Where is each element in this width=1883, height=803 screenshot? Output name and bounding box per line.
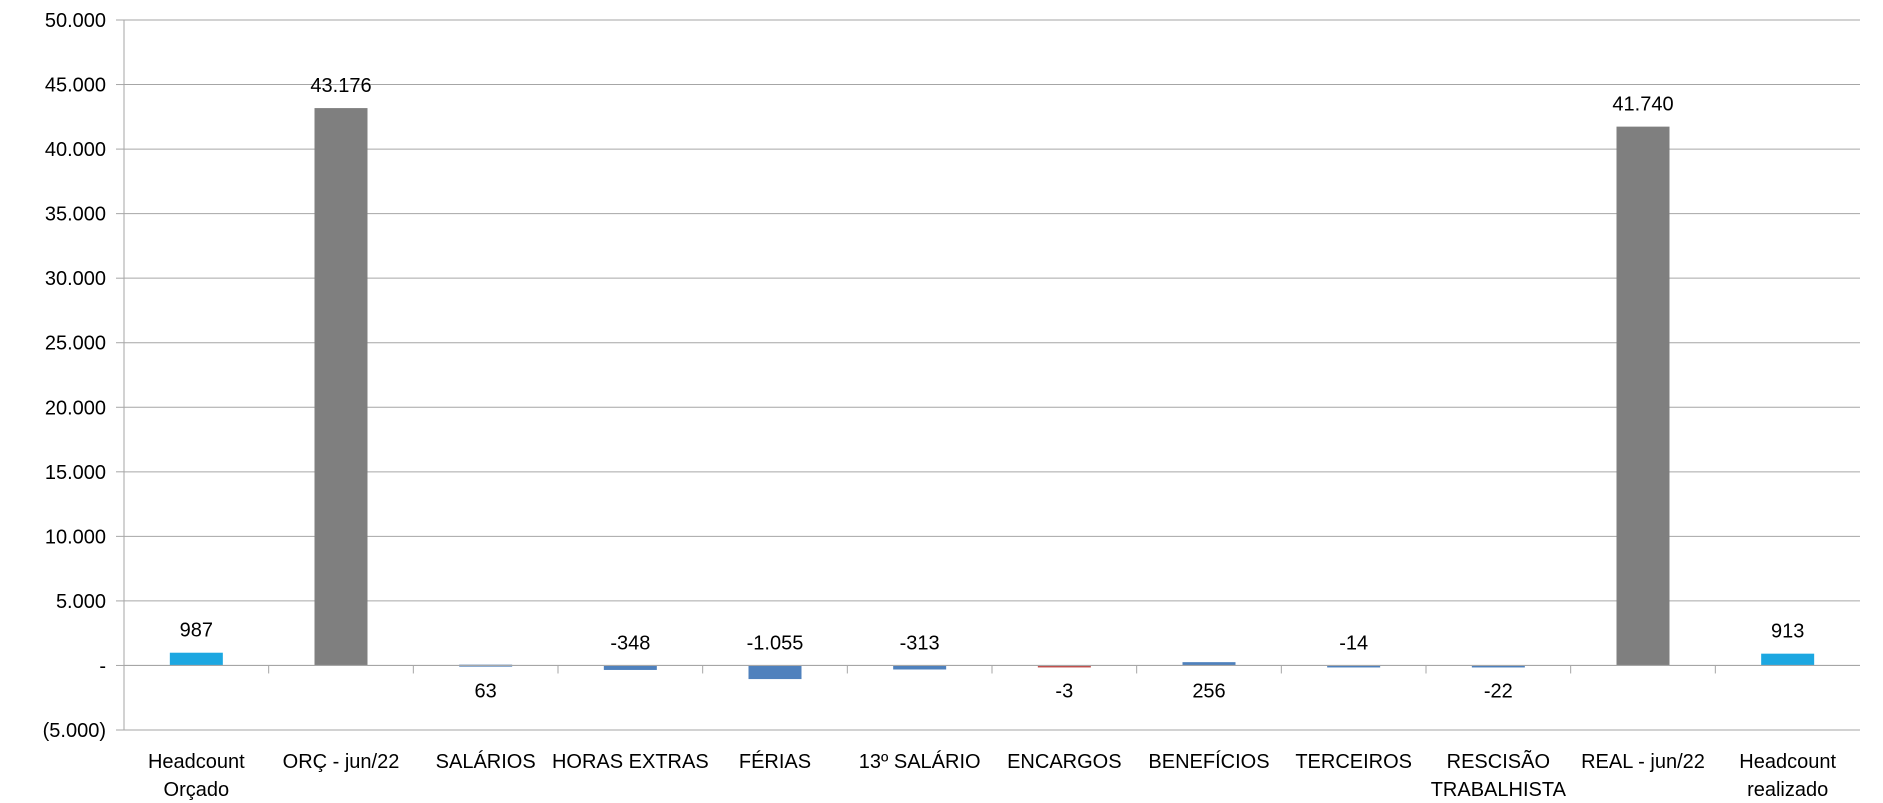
axes xyxy=(116,19,1860,731)
data-label: 987 xyxy=(180,620,213,642)
y-tick-label: 10.000 xyxy=(45,526,106,548)
data-label: 256 xyxy=(1192,680,1225,702)
data-label: 63 xyxy=(475,680,497,702)
x-tick-label: FÉRIAS xyxy=(739,750,811,773)
data-label: 43.176 xyxy=(310,75,371,97)
x-tick-label: BENEFÍCIOS xyxy=(1148,750,1269,773)
x-tick-label: ORÇ - jun/22 xyxy=(283,751,400,773)
bar xyxy=(603,665,657,670)
x-tick-label: Headcount xyxy=(1739,751,1836,773)
bar xyxy=(1471,665,1525,668)
x-tick-labels: Headcount Orçado ORÇ - jun/22 SALÁRIOS HORAS… xyxy=(148,749,1837,801)
bar xyxy=(1616,126,1670,666)
x-tick-label: HORAS EXTRAS xyxy=(552,751,709,773)
data-label: 913 xyxy=(1771,621,1804,643)
data-label: -3 xyxy=(1055,680,1073,702)
gridlines xyxy=(124,19,1860,731)
x-tick-label: REAL - jun/22 xyxy=(1581,751,1705,773)
y-tick-label: 15.000 xyxy=(45,462,106,484)
x-tick-label: Headcount xyxy=(148,751,245,773)
bar xyxy=(1182,662,1236,666)
bar xyxy=(314,108,368,666)
bar xyxy=(169,652,223,666)
data-label: 41.740 xyxy=(1612,94,1673,116)
data-label: -1.055 xyxy=(747,632,804,654)
x-tick-label: TERCEIROS xyxy=(1295,751,1412,773)
y-tick-label: 30.000 xyxy=(45,268,106,290)
data-label: -14 xyxy=(1339,632,1368,654)
data-label: -348 xyxy=(610,632,650,654)
bar xyxy=(893,665,947,670)
x-tick-label: TRABALHISTA xyxy=(1431,779,1567,801)
y-tick-label: 45.000 xyxy=(45,75,106,97)
data-label: -313 xyxy=(900,632,940,654)
y-tick-label: 40.000 xyxy=(45,139,106,161)
y-tick-label: 25.000 xyxy=(45,333,106,355)
x-tick-label: Orçado xyxy=(164,779,230,801)
x-tick-label: ENCARGOS xyxy=(1007,751,1121,773)
y-tick-label: - xyxy=(99,655,106,677)
bar xyxy=(1037,665,1091,668)
data-labels: 987 43.176 63 -348 -1.055 -313 -3 256 -14 -22 41.7… xyxy=(180,75,1805,703)
y-tick-label: 20.000 xyxy=(45,397,106,419)
y-tick-label: 5.000 xyxy=(56,591,106,613)
x-tick-label: 13º SALÁRIO xyxy=(859,750,981,773)
y-tick-label: (5.000) xyxy=(43,720,106,742)
bar xyxy=(1327,665,1381,668)
x-tick-label: realizado xyxy=(1747,779,1828,801)
bars xyxy=(169,108,1815,680)
y-tick-label: 50.000 xyxy=(45,10,106,32)
x-tick-label: RESCISÃO xyxy=(1447,749,1550,773)
bar xyxy=(1761,653,1815,666)
y-tick-labels: (5.000) - 5.000 10.000 15.000 20.000 25.000 30.… xyxy=(43,10,106,742)
y-tick-label: 35.000 xyxy=(45,204,106,226)
bar xyxy=(748,665,802,680)
x-tick-label: SALÁRIOS xyxy=(436,750,536,773)
data-label: -22 xyxy=(1484,681,1513,703)
